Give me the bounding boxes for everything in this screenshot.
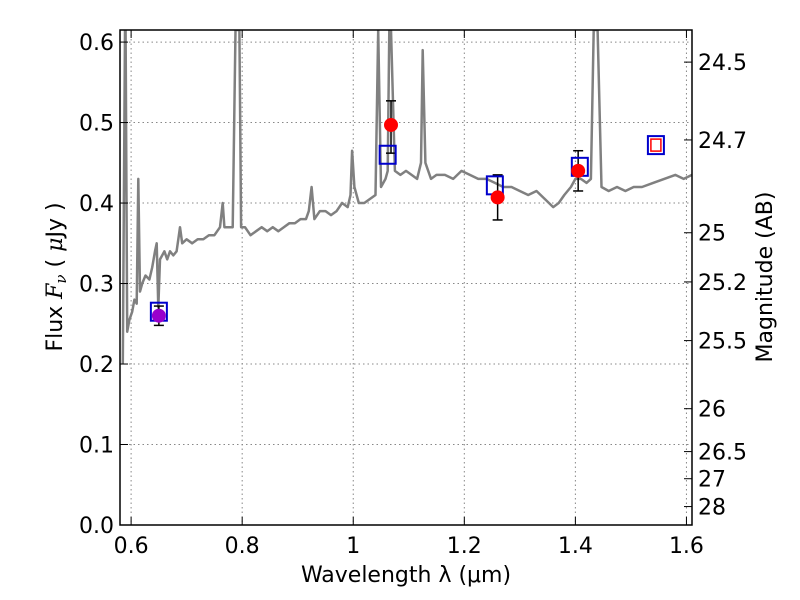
right-tick-label: 27	[698, 468, 726, 493]
x-tick-label: 0.8	[225, 534, 260, 559]
observed-point	[490, 190, 505, 205]
model-square-marker	[646, 135, 665, 156]
tick-layer: 0.6 0.8 1 1.2 1.4 1.6 0.0 0.1 0.2 0.3 0.4 0.5 0.6 24.…	[79, 30, 747, 559]
x-tick-label: 1.4	[558, 534, 593, 559]
x-tick-label: 1.6	[669, 534, 704, 559]
x-tick-label: 0.6	[114, 534, 149, 559]
y-tick-label: 0.5	[79, 112, 114, 137]
y-tick-label: 0.6	[79, 31, 114, 56]
model-square-marker	[378, 144, 397, 165]
model-inner-marker	[650, 138, 662, 152]
right-tick-label: 26.5	[698, 441, 747, 466]
series-layer	[121, 30, 692, 365]
right-tick-label: 25.2	[698, 271, 747, 296]
observed-point	[384, 117, 399, 132]
spectrum-line	[121, 30, 692, 365]
x-axis-label: Wavelength λ (μm)	[301, 563, 511, 588]
y-tick-label: 0.2	[79, 353, 114, 378]
right-tick-label: 28	[698, 496, 726, 521]
y-axis-right-label: Magnitude (AB)	[753, 192, 778, 363]
plot-frame	[119, 29, 693, 526]
grid-layer	[120, 30, 692, 526]
y-tick-label: 0.4	[79, 192, 114, 217]
right-tick-label: 24.5	[698, 51, 747, 76]
right-tick-label: 25.5	[698, 330, 747, 355]
observed-point	[571, 163, 586, 178]
x-tick-label: 1	[346, 534, 360, 559]
y-tick-label: 0.3	[79, 273, 114, 298]
right-tick-label: 25	[698, 222, 726, 247]
right-tick-label: 26	[698, 398, 726, 423]
y-axis-label: Flux Fν ( μJy )	[43, 202, 70, 351]
observed-point	[151, 308, 166, 323]
y-tick-label: 0.1	[79, 434, 114, 459]
right-tick-label: 24.7	[698, 129, 747, 154]
x-tick-label: 1.2	[447, 534, 482, 559]
y-tick-label: 0.0	[79, 514, 114, 539]
